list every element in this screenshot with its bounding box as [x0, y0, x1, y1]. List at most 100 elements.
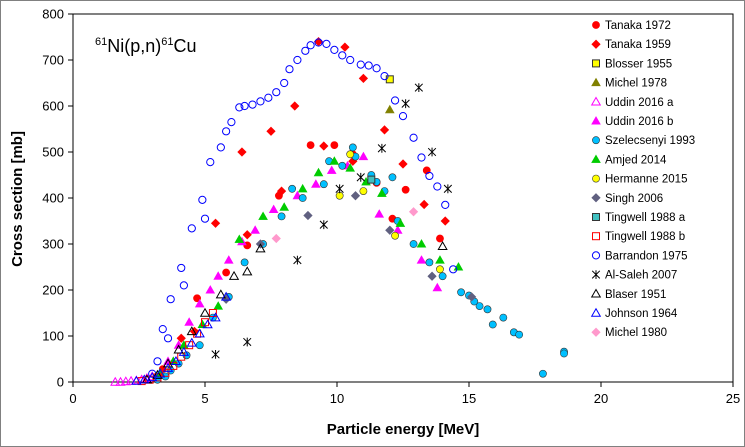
- legend-marker-tanaka-1959: [591, 39, 601, 49]
- point-johnson-1964: [154, 368, 166, 378]
- point-blaser-1951: [228, 270, 240, 280]
- point-amjed-2014: [213, 301, 224, 310]
- point-barrandon-1975: [158, 325, 167, 334]
- point-barrandon-1975: [449, 265, 458, 274]
- point-tanaka-1959: [440, 216, 450, 226]
- legend-marker-al-saleh-2007: [591, 270, 601, 279]
- legend-label-uddin-2016-a: Uddin 2016 a: [605, 97, 674, 109]
- point-barrandon-1975: [441, 200, 450, 209]
- legend-marker-michel-1980: [591, 327, 601, 337]
- point-uddin-2016-b: [311, 179, 321, 188]
- point-barrandon-1975: [222, 127, 231, 136]
- point-tanaka-1959: [319, 141, 329, 151]
- point-tanaka-1972: [222, 268, 231, 277]
- y-tick-label: 0: [57, 375, 64, 390]
- point-amjed-2014: [297, 183, 308, 193]
- point-al-saleh-2007: [401, 99, 410, 109]
- point-szelecsenyi-1993: [438, 272, 447, 281]
- legend-label-tanaka-1972: Tanaka 1972: [605, 20, 671, 32]
- point-johnson-1964: [131, 375, 142, 385]
- point-szelecsenyi-1993: [515, 330, 524, 339]
- point-tanaka-1959: [358, 73, 369, 84]
- point-tanaka-1959: [276, 186, 287, 196]
- point-blaser-1951: [173, 344, 184, 354]
- legend-marker-uddin-2016-b: [591, 116, 601, 125]
- point-johnson-1964: [162, 362, 174, 372]
- point-barrandon-1975: [433, 182, 442, 191]
- point-al-saleh-2007: [243, 337, 252, 347]
- point-al-saleh-2007: [335, 184, 344, 194]
- legend-label-tingwell-1988-b: Tingwell 1988 b: [605, 231, 685, 243]
- point-barrandon-1975: [380, 72, 389, 81]
- point-blaser-1951: [199, 307, 211, 317]
- legend-label-szelecsenyi-1993: Szelecsenyi 1993: [605, 135, 695, 147]
- point-barrandon-1975: [372, 64, 381, 73]
- point-tingwell-1988-a: [367, 175, 376, 184]
- point-tanaka-1972: [330, 141, 339, 149]
- legend-label-singh-2006: Singh 2006: [605, 193, 663, 205]
- legend: Tanaka 1972 Tanaka 1959 Blosser 1955 Michel…: [590, 20, 695, 339]
- point-hermanne-2015: [346, 150, 355, 159]
- point-szelecsenyi-1993: [499, 313, 508, 322]
- y-tick-label: 400: [42, 191, 64, 206]
- point-tanaka-1959: [210, 218, 221, 228]
- point-barrandon-1975: [322, 39, 331, 49]
- point-tanaka-1972: [436, 234, 444, 243]
- point-singh-2006: [385, 225, 395, 235]
- point-johnson-1964: [186, 337, 197, 347]
- point-barrandon-1975: [216, 143, 225, 152]
- legend-marker-michel-1978: [591, 77, 601, 87]
- point-blaser-1951: [215, 289, 227, 299]
- point-al-saleh-2007: [356, 172, 365, 182]
- point-barrandon-1975: [200, 214, 210, 223]
- point-barrandon-1975: [187, 224, 196, 233]
- legend-marker-barrandon-1975: [591, 251, 601, 260]
- point-barrandon-1975: [398, 112, 408, 121]
- legend-label-tingwell-1988-a: Tingwell 1988 a: [605, 212, 686, 224]
- point-barrandon-1975: [280, 78, 289, 88]
- point-tanaka-1959: [419, 199, 429, 210]
- point-johnson-1964: [139, 374, 150, 384]
- point-szelecsenyi-1993: [319, 180, 328, 189]
- x-tick-label: 20: [594, 391, 608, 406]
- legend-marker-tanaka-1972: [592, 21, 600, 29]
- x-tick-label: 15: [462, 391, 476, 406]
- point-szelecsenyi-1993: [288, 184, 297, 193]
- point-szelecsenyi-1993: [457, 288, 465, 297]
- x-tick-label: 25: [726, 391, 740, 406]
- point-michel-1980: [408, 207, 419, 217]
- point-singh-2006: [350, 191, 361, 201]
- point-barrandon-1975: [417, 153, 426, 162]
- y-axis-title: Cross section [mb]: [9, 131, 26, 267]
- point-blosser-1955: [385, 75, 394, 84]
- legend-label-michel-1980: Michel 1980: [605, 327, 667, 339]
- point-barrandon-1975: [166, 295, 175, 304]
- point-al-saleh-2007: [377, 143, 387, 153]
- point-blaser-1951: [162, 358, 174, 368]
- point-tanaka-1959: [379, 125, 390, 135]
- point-szelecsenyi-1993: [425, 258, 434, 267]
- point-al-saleh-2007: [211, 350, 220, 359]
- point-uddin-2016-b: [250, 225, 260, 234]
- point-barrandon-1975: [264, 93, 273, 102]
- point-szelecsenyi-1993: [483, 305, 492, 314]
- point-barrandon-1975: [306, 41, 315, 50]
- point-tanaka-1959: [242, 230, 252, 240]
- point-barrandon-1975: [163, 334, 173, 343]
- point-barrandon-1975: [235, 103, 244, 112]
- legend-label-blaser-1951: Blaser 1951: [605, 289, 666, 301]
- point-michel-1980: [271, 233, 281, 244]
- point-blaser-1951: [437, 240, 448, 251]
- point-al-saleh-2007: [414, 83, 423, 92]
- point-johnson-1964: [194, 328, 205, 338]
- legend-label-tanaka-1959: Tanaka 1959: [605, 39, 671, 51]
- point-barrandon-1975: [293, 55, 302, 65]
- y-tick-label: 200: [42, 283, 64, 298]
- point-szelecsenyi-1993: [338, 161, 347, 170]
- point-johnson-1964: [170, 355, 182, 366]
- point-uddin-2016-b: [184, 317, 194, 326]
- point-amjed-2014: [377, 188, 387, 197]
- legend-marker-blaser-1951: [590, 288, 602, 298]
- point-michel-1978: [384, 104, 395, 114]
